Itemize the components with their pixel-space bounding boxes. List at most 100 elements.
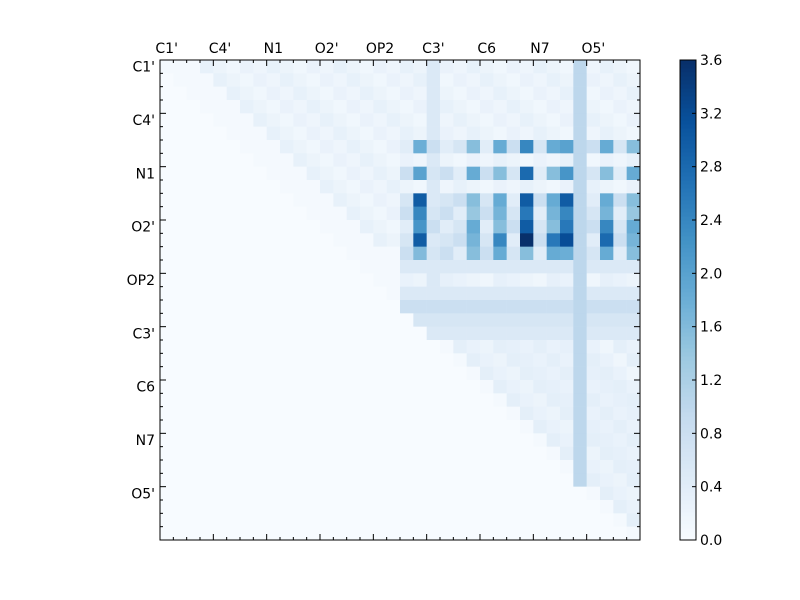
heatmap-cell: [413, 60, 427, 74]
heatmap-cell: [506, 193, 521, 207]
heatmap-cell: [546, 300, 561, 314]
heatmap-cell: [213, 166, 227, 181]
heatmap-cell: [200, 393, 214, 407]
heatmap-cell: [506, 446, 521, 461]
heatmap-cell: [266, 206, 281, 221]
heatmap-cell: [560, 313, 574, 327]
colorbar-segment: [680, 144, 696, 149]
heatmap-ticks: [159, 59, 641, 541]
heatmap-cell: [426, 193, 441, 207]
heatmap-cell: [280, 420, 294, 434]
heatmap-cell: [200, 340, 214, 354]
heatmap-cell: [400, 73, 414, 87]
heatmap-cell: [480, 366, 494, 381]
heatmap-cell: [453, 313, 467, 327]
heatmap-cell: [280, 366, 294, 381]
heatmap-cell: [346, 313, 361, 327]
heatmap-cell: [333, 273, 347, 287]
heatmap-cell: [373, 446, 387, 461]
colorbar-segment: [680, 348, 696, 353]
heatmap-cell: [226, 220, 241, 234]
heatmap-cell: [213, 220, 227, 234]
heatmap-cell: [400, 380, 414, 394]
heatmap-cell: [200, 166, 214, 181]
heatmap-cell: [400, 433, 414, 447]
heatmap-cell: [306, 300, 321, 314]
heatmap-cell: [186, 433, 201, 447]
heatmap-cell: [293, 340, 307, 354]
heatmap-cell: [600, 300, 614, 314]
x-tick-label: N7: [530, 41, 549, 57]
heatmap-cell: [600, 513, 614, 527]
heatmap-cell: [533, 166, 547, 181]
heatmap-cell: [466, 500, 481, 514]
heatmap-cell: [440, 446, 454, 461]
heatmap-cell: [520, 153, 534, 167]
heatmap-cell: [386, 380, 401, 394]
heatmap-cell: [386, 460, 401, 474]
heatmap-cell: [480, 100, 494, 114]
heatmap-cell: [586, 446, 601, 461]
heatmap-cell: [413, 500, 427, 514]
heatmap-cell: [506, 180, 521, 194]
heatmap-cell: [533, 486, 547, 501]
heatmap-cell: [426, 73, 441, 87]
heatmap-cell: [426, 446, 441, 461]
heatmap-cell: [426, 153, 441, 167]
heatmap-cell: [466, 180, 481, 194]
heatmap-cell: [200, 473, 214, 487]
heatmap-cell: [333, 73, 347, 87]
heatmap-cell: [320, 86, 334, 101]
colorbar-segment: [680, 268, 696, 273]
heatmap-cell: [533, 220, 547, 234]
heatmap-cell: [613, 406, 627, 421]
heatmap-cell: [413, 100, 427, 114]
heatmap-cell: [466, 300, 481, 314]
heatmap-cell: [506, 380, 521, 394]
heatmap-cell: [306, 180, 321, 194]
heatmap-cell: [493, 113, 507, 127]
heatmap-cell: [346, 166, 361, 181]
heatmap-cell: [546, 526, 561, 541]
heatmap-cell: [266, 433, 281, 447]
heatmap-cell: [360, 500, 374, 514]
heatmap-cell: [600, 86, 614, 101]
heatmap-cell: [293, 206, 307, 221]
heatmap-cell: [520, 126, 534, 141]
heatmap-cell: [226, 100, 241, 114]
heatmap-cell: [493, 380, 507, 394]
heatmap-cell: [320, 206, 334, 221]
heatmap-cell: [293, 193, 307, 207]
heatmap-cell: [266, 220, 281, 234]
heatmap-cell: [586, 246, 601, 261]
heatmap-cell: [200, 73, 214, 87]
colorbar-segment: [680, 272, 696, 277]
heatmap-cell: [186, 180, 201, 194]
heatmap-cell: [266, 286, 281, 301]
colorbar-segment: [680, 300, 696, 305]
heatmap-cell: [253, 126, 267, 141]
heatmap-cell: [333, 86, 347, 101]
heatmap-cell: [413, 326, 427, 341]
heatmap-cell: [493, 473, 507, 487]
heatmap-cell: [466, 513, 481, 527]
heatmap-cell: [280, 246, 294, 261]
colorbar-segment: [680, 412, 696, 417]
heatmap-cell: [520, 273, 534, 287]
heatmap-cell: [533, 206, 547, 221]
heatmap-cell: [506, 246, 521, 261]
heatmap-cell: [480, 246, 494, 261]
heatmap-cell: [426, 206, 441, 221]
heatmap-cell: [200, 313, 214, 327]
heatmap-cell: [293, 366, 307, 381]
heatmap-cell: [386, 366, 401, 381]
heatmap-cell: [466, 326, 481, 341]
heatmap-cell: [626, 260, 641, 274]
heatmap-cell: [626, 166, 641, 181]
heatmap-cell: [426, 100, 441, 114]
heatmap-cell: [266, 406, 281, 421]
heatmap-cell: [413, 526, 427, 541]
heatmap-cell: [280, 500, 294, 514]
heatmap-cell: [586, 193, 601, 207]
heatmap-cell: [413, 406, 427, 421]
